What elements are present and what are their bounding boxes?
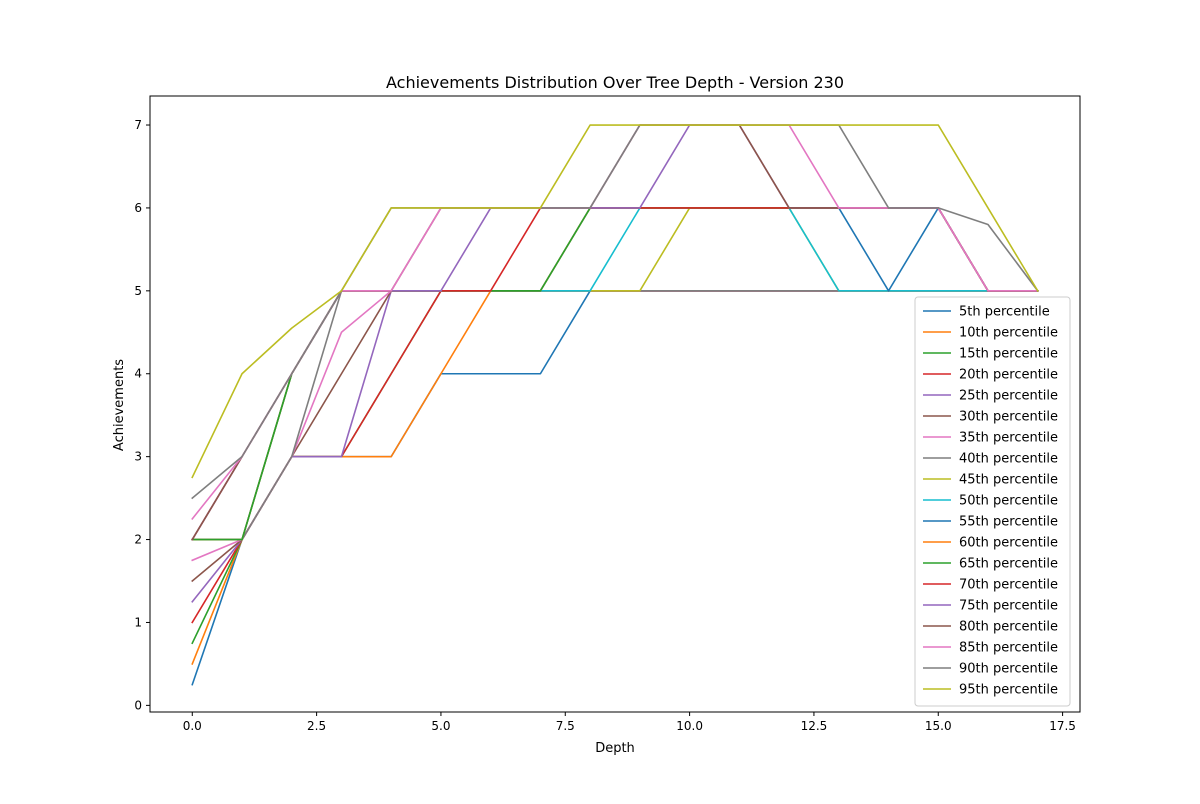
x-tick-label: 17.5 <box>1049 719 1076 733</box>
legend-label: 35th percentile <box>959 431 1058 446</box>
legend-label: 85th percentile <box>959 641 1058 656</box>
y-tick-label: 0 <box>134 698 142 712</box>
legend-label: 10th percentile <box>959 326 1058 341</box>
series-lines <box>191 124 1039 686</box>
x-tick-label: 10.0 <box>676 719 703 733</box>
legend-label: 45th percentile <box>959 473 1058 488</box>
chart-title: Achievements Distribution Over Tree Dept… <box>386 73 844 92</box>
x-axis-label: Depth <box>595 741 635 756</box>
x-tick-label: 12.5 <box>801 719 828 733</box>
legend-label: 70th percentile <box>959 578 1058 593</box>
legend-label: 40th percentile <box>959 452 1058 467</box>
legend-label: 50th percentile <box>959 494 1058 509</box>
legend-label: 95th percentile <box>959 683 1058 698</box>
legend-label: 25th percentile <box>959 389 1058 404</box>
legend: 5th percentile 10th percentile 15th percen… <box>914 296 1071 707</box>
legend-label: 90th percentile <box>959 662 1058 677</box>
x-tick-label: 7.5 <box>556 719 575 733</box>
legend-label: 5th percentile <box>959 305 1050 320</box>
y-tick-label: 1 <box>134 615 142 629</box>
x-tick-label: 0.0 <box>183 719 202 733</box>
x-tick-label: 15.0 <box>925 719 952 733</box>
legend-label: 60th percentile <box>959 536 1058 551</box>
y-tick-label: 4 <box>134 367 142 381</box>
legend-label: 20th percentile <box>959 368 1058 383</box>
x-tick-label: 2.5 <box>307 719 326 733</box>
plot-frame <box>149 95 1081 713</box>
y-tick-label: 2 <box>134 533 142 547</box>
y-axis-label: Achievements <box>112 359 127 451</box>
legend-label: 30th percentile <box>959 410 1058 425</box>
legend-label: 80th percentile <box>959 620 1058 635</box>
legend-label: 15th percentile <box>959 347 1058 362</box>
series-line-18 <box>191 124 1039 500</box>
y-tick-label: 7 <box>134 118 142 132</box>
legend-label: 55th percentile <box>959 515 1058 530</box>
y-tick-label: 6 <box>134 201 142 215</box>
legend-label: 75th percentile <box>959 599 1058 614</box>
legend-box <box>914 296 1071 707</box>
x-tick-label: 5.0 <box>431 719 450 733</box>
axes: 0.0 2.5 5.0 7.5 10.0 12.5 15.0 17.5 0 1 2 3 4 5 6 7 <box>134 95 1081 733</box>
y-tick-label: 5 <box>134 284 142 298</box>
y-tick-label: 3 <box>134 450 142 464</box>
series-line-19 <box>191 124 1039 479</box>
legend-label: 65th percentile <box>959 557 1058 572</box>
